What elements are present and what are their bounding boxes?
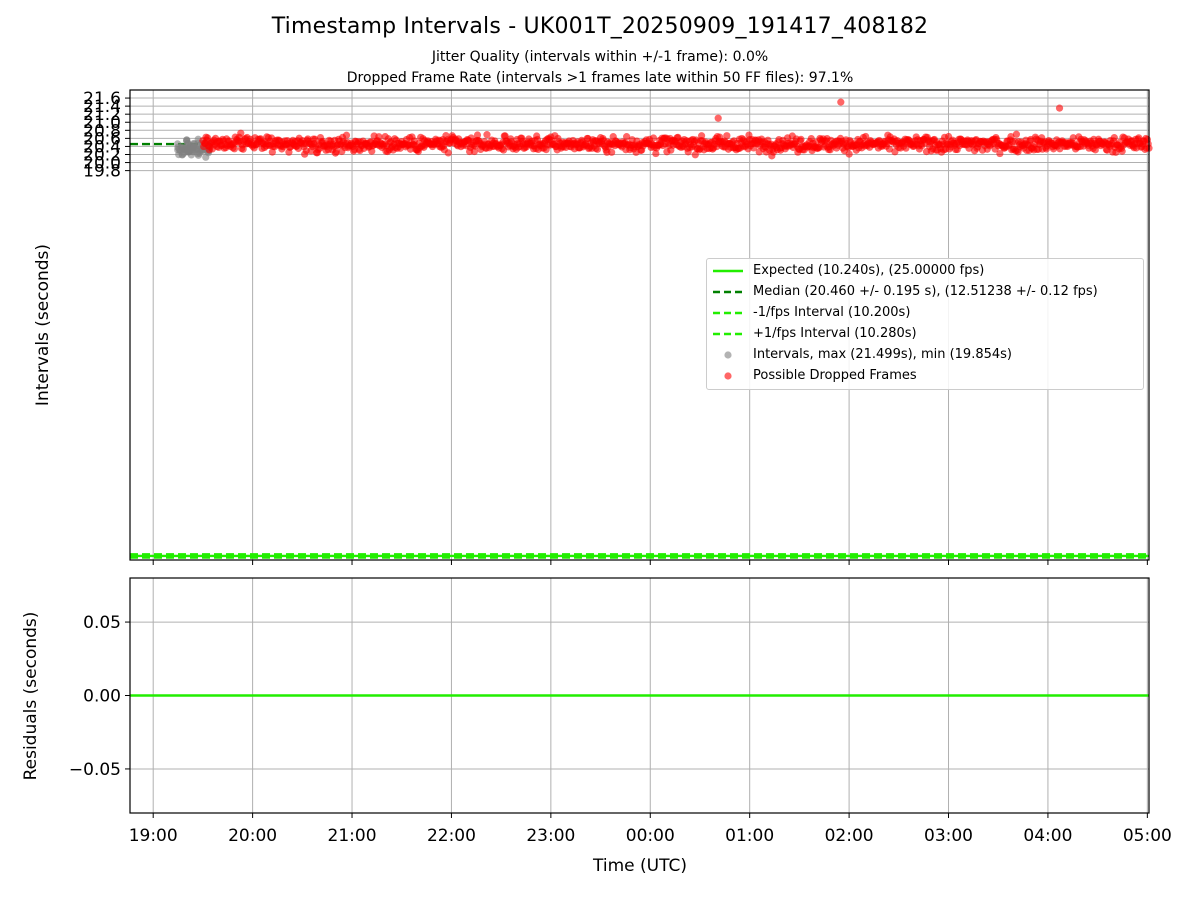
- x-tick-label: 20:00: [228, 826, 277, 846]
- x-tick-label: 00:00: [626, 826, 675, 846]
- legend-item-dropped: Possible Dropped Frames: [707, 366, 1143, 386]
- interval-point: [194, 150, 202, 158]
- top-y-tick-label: 20.8: [83, 121, 121, 141]
- chart-title: Timestamp Intervals - UK001T_20250909_19…: [271, 14, 929, 39]
- legend-item-minus-interval: -1/fps Interval (10.200s): [707, 303, 1143, 323]
- legend-item-median: Median (20.460 +/- 0.195 s), (12.51238 +…: [707, 282, 1143, 302]
- x-tick-label: 21:00: [328, 826, 377, 846]
- dropped-frame-point: [652, 149, 660, 158]
- dropped-frame-point: [342, 131, 351, 139]
- dropped-frame-point: [483, 131, 491, 139]
- bottom-y-tick-label: 0.00: [83, 687, 121, 707]
- x-tick-label: 03:00: [924, 826, 973, 846]
- jitter-quality-subtitle: Jitter Quality (intervals within +/-1 fr…: [431, 49, 769, 65]
- dropped-frame-point: [444, 149, 452, 157]
- x-tick-label: 01:00: [725, 826, 774, 846]
- dropped-frame-rate-subtitle: Dropped Frame Rate (intervals >1 frames …: [346, 70, 854, 86]
- dropped-frame-point: [239, 145, 247, 153]
- x-tick-label: 04:00: [1023, 826, 1072, 846]
- legend-key-expected: [713, 269, 743, 273]
- legend-label-plus-interval: +1/fps Interval (10.280s): [753, 326, 917, 341]
- top-y-tick-label: 20.6: [83, 129, 121, 149]
- dropped-frame-point: [237, 129, 245, 137]
- dropped-frame-point: [1110, 134, 1118, 142]
- top-reference-lines: [130, 142, 1149, 559]
- dropped-frame-point: [294, 144, 302, 153]
- legend-key-intervals: [724, 351, 732, 359]
- legend-key-plus-interval: [713, 332, 743, 336]
- dropped-frame-point: [837, 98, 845, 106]
- top-x-ticks: [152, 560, 1148, 565]
- top-y-tick-label: 21.4: [83, 97, 121, 117]
- legend-label-median: Median (20.460 +/- 0.195 s), (12.51238 +…: [753, 284, 1098, 299]
- bottom-y-tick-label: −0.05: [69, 760, 121, 780]
- legend-item-intervals: Intervals, max (21.499s), min (19.854s): [707, 345, 1143, 365]
- bottom-ylabel: Residuals (seconds): [21, 612, 41, 781]
- dropped-frame-point: [845, 150, 853, 158]
- legend-item-plus-interval: +1/fps Interval (10.280s): [707, 324, 1143, 344]
- top-ylabel: Intervals (seconds): [33, 244, 53, 406]
- dropped-frame-point: [311, 135, 319, 143]
- legend-key-median: [713, 290, 743, 294]
- legend: Expected (10.240s), (25.00000 fps) Media…: [706, 258, 1144, 390]
- x-tick-label: 05:00: [1123, 826, 1172, 846]
- top-axes-frame: [129, 89, 1150, 561]
- top-y-tick-label: 20.0: [83, 154, 121, 174]
- legend-label-minus-interval: -1/fps Interval (10.200s): [753, 305, 911, 320]
- dropped-frame-point: [1012, 130, 1021, 138]
- x-tick-label: 02:00: [825, 826, 874, 846]
- dropped-frame-point: [691, 151, 699, 159]
- dropped-frame-point: [1118, 147, 1126, 155]
- top-y-tick-label: 20.4: [83, 137, 121, 157]
- dropped-frame-point: [885, 145, 893, 153]
- interval-point: [178, 151, 186, 159]
- dropped-frame-point: [368, 147, 376, 155]
- top-y-tick-label: 20.2: [83, 145, 121, 165]
- x-tick-label: 22:00: [427, 826, 476, 846]
- top-y-tick-label: 21.0: [83, 113, 121, 133]
- dropped-frame-point: [649, 134, 658, 142]
- interval-point: [184, 146, 192, 154]
- bottom-y-tick-label: 0.05: [83, 613, 121, 633]
- top-y-tick-label: 21.6: [83, 89, 121, 109]
- dropped-frame-point: [723, 132, 731, 140]
- dropped-frame-point: [623, 133, 631, 141]
- top-y-tick-label: 21.2: [83, 105, 121, 125]
- legend-label-intervals: Intervals, max (21.499s), min (19.854s): [753, 347, 1012, 362]
- dropped-frame-point: [473, 131, 482, 139]
- top-y-ticks: 19.820.020.220.420.620.821.021.221.421.6: [83, 89, 130, 182]
- bottom-x-ticks: 19:00 20:00 21:00 22:00 23:00 00:00 01:00 02:00…: [129, 813, 1172, 846]
- dropped-frame-point: [593, 145, 602, 153]
- bottom-y-ticks: −0.05 0.00 0.05: [69, 613, 130, 780]
- dropped-frame-point: [608, 148, 616, 156]
- top-y-tick-label: 19.8: [83, 162, 121, 182]
- dropped-frame-point: [230, 145, 239, 153]
- dropped-frame-point: [862, 132, 870, 141]
- top-scatter-points: [173, 98, 1153, 161]
- legend-label-dropped: Possible Dropped Frames: [753, 368, 917, 383]
- legend-key-minus-interval: [713, 311, 743, 315]
- dropped-frame-point: [375, 133, 383, 141]
- interval-point: [183, 136, 191, 144]
- legend-label-expected: Expected (10.240s), (25.00000 fps): [753, 263, 985, 278]
- dropped-frame-point: [332, 148, 340, 156]
- legend-item-expected: Expected (10.240s), (25.00000 fps): [707, 261, 1143, 281]
- dropped-frame-point: [1055, 104, 1064, 112]
- dropped-frame-point: [797, 135, 805, 143]
- dropped-frame-point: [996, 149, 1004, 158]
- legend-key-dropped: [724, 372, 732, 380]
- x-tick-label: 23:00: [526, 826, 575, 846]
- xlabel: Time (UTC): [592, 856, 687, 876]
- x-tick-label: 19:00: [129, 826, 178, 846]
- dropped-frame-point: [1069, 134, 1077, 142]
- dropped-frame-point: [470, 147, 478, 156]
- dropped-frame-point: [714, 114, 722, 122]
